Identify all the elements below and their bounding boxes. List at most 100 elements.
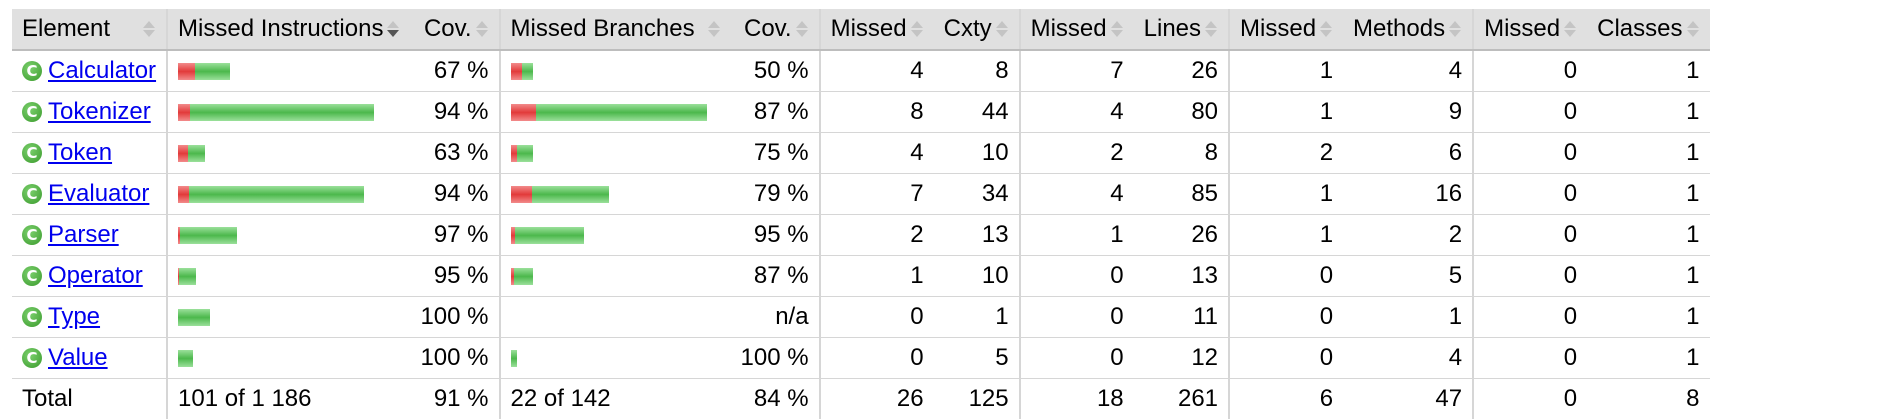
classes: 1 <box>1587 255 1710 297</box>
sort-icon <box>142 20 156 38</box>
header-lines-label: Lines <box>1143 15 1202 42</box>
class-link-operator[interactable]: Operator <box>48 262 143 289</box>
class-link-parser[interactable]: Parser <box>48 221 119 248</box>
total-missed-classes: 0 <box>1472 378 1588 419</box>
missed-classes: 0 <box>1472 296 1588 338</box>
missed-methods: 0 <box>1228 296 1344 338</box>
branches-bar-cell <box>498 173 731 215</box>
instructions-missed-segment <box>178 144 189 162</box>
header-missed-branches[interactable]: Missed Branches <box>498 9 731 51</box>
class-icon: C <box>22 225 42 245</box>
coverage-table: Element Missed Instructions Cov. Missed … <box>12 9 1710 419</box>
classes: 1 <box>1587 132 1710 174</box>
lines: 26 <box>1133 50 1230 92</box>
table-body: C Calculator 67 % 50 % 4 8 7 26 1 4 0 1 C Tokenizer 94… <box>12 50 1710 379</box>
branches-coverage-bar <box>510 185 721 203</box>
instructions-coverage-bar <box>178 267 400 285</box>
total-missed-methods: 6 <box>1228 378 1344 419</box>
sort-icon <box>1563 20 1577 38</box>
branches-missed-segment <box>510 185 532 203</box>
header-instruction-cov-label: Cov. <box>423 15 472 42</box>
header-cxty[interactable]: Cxty <box>933 9 1020 51</box>
instruction-coverage: 100 % <box>410 296 500 338</box>
instructions-bar-cell <box>166 50 411 92</box>
header-missed-methods-label: Missed <box>1240 15 1317 42</box>
total-branches: 22 of 142 <box>498 378 731 419</box>
class-icon: C <box>22 266 42 286</box>
sort-icon <box>707 20 721 38</box>
class-link-tokenizer[interactable]: Tokenizer <box>48 98 151 125</box>
instruction-coverage: 100 % <box>410 337 500 379</box>
missed-methods: 0 <box>1228 337 1344 379</box>
branch-coverage: 75 % <box>730 132 820 174</box>
lines: 13 <box>1133 255 1230 297</box>
total-lines: 261 <box>1177 385 1219 412</box>
header-branch-cov-label: Cov. <box>744 15 792 42</box>
methods: 1 <box>1343 296 1474 338</box>
header-methods[interactable]: Methods <box>1343 9 1474 51</box>
table-row: C Operator 95 % 87 % 1 10 0 13 0 5 0 1 <box>12 255 1710 297</box>
header-lines[interactable]: Lines <box>1133 9 1230 51</box>
instructions-bar-cell <box>166 132 411 174</box>
total-missed-lines: 18 <box>1018 378 1134 419</box>
header-missed-methods[interactable]: Missed <box>1228 9 1344 51</box>
missed-classes: 0 <box>1472 337 1588 379</box>
total-methods: 47 <box>1435 385 1463 412</box>
header-missed-instructions-label: Missed Instructions <box>178 15 384 42</box>
branches-coverage-bar <box>510 103 721 121</box>
missed-cxty: 7 <box>818 173 934 215</box>
header-missed-instructions[interactable]: Missed Instructions <box>166 9 411 51</box>
table-row: C Value 100 % 100 % 0 5 0 12 0 4 0 1 <box>12 337 1710 379</box>
missed-lines: 2 <box>1018 132 1134 174</box>
instructions-covered-segment <box>188 144 206 162</box>
header-row: Element Missed Instructions Cov. Missed … <box>12 9 1710 51</box>
header-classes[interactable]: Classes <box>1587 9 1710 51</box>
cxty: 1 <box>933 296 1020 338</box>
branch-coverage: n/a <box>730 296 820 338</box>
header-missed-lines[interactable]: Missed <box>1018 9 1134 51</box>
instructions-covered-segment <box>178 308 211 326</box>
header-missed-classes[interactable]: Missed <box>1472 9 1588 51</box>
lines: 12 <box>1133 337 1230 379</box>
sort-desc-icon <box>386 20 400 38</box>
class-icon: C <box>22 184 42 204</box>
table-header: Element Missed Instructions Cov. Missed … <box>12 9 1710 51</box>
instructions-covered-segment <box>190 103 375 121</box>
total-instructions: 101 of 1 186 <box>166 378 411 419</box>
header-missed-cxty[interactable]: Missed <box>818 9 934 51</box>
element-cell: C Evaluator <box>12 173 168 215</box>
instructions-missed-segment <box>178 185 190 203</box>
table-row: C Type 100 % n/a 0 1 0 11 0 1 0 1 <box>12 296 1710 338</box>
class-entry: C Tokenizer <box>22 98 156 126</box>
branches-bar-cell <box>498 255 731 297</box>
header-instruction-cov[interactable]: Cov. <box>410 9 500 51</box>
header-missed-lines-label: Missed <box>1030 15 1107 42</box>
classes: 1 <box>1587 214 1710 256</box>
header-element[interactable]: Element <box>12 9 168 51</box>
branches-missed-segment <box>510 267 514 285</box>
header-branch-cov[interactable]: Cov. <box>730 9 820 51</box>
branches-coverage-bar <box>510 349 721 367</box>
class-link-evaluator[interactable]: Evaluator <box>48 180 150 207</box>
class-link-calculator[interactable]: Calculator <box>48 57 157 84</box>
class-entry: C Evaluator <box>22 180 156 208</box>
class-icon: C <box>22 348 42 368</box>
class-link-token[interactable]: Token <box>48 139 113 166</box>
branches-coverage-bar <box>510 267 721 285</box>
class-icon: C <box>22 143 42 163</box>
element-cell: C Tokenizer <box>12 91 168 133</box>
branches-coverage-bar <box>510 226 721 244</box>
class-link-value[interactable]: Value <box>48 344 108 371</box>
missed-methods: 2 <box>1228 132 1344 174</box>
instructions-bar-cell <box>166 255 411 297</box>
branches-bar-cell <box>498 50 731 92</box>
header-element-label: Element <box>22 15 111 42</box>
classes: 1 <box>1587 173 1710 215</box>
missed-cxty: 8 <box>818 91 934 133</box>
element-cell: C Token <box>12 132 168 174</box>
instructions-bar-cell <box>166 296 411 338</box>
missed-lines: 0 <box>1018 255 1134 297</box>
class-entry: C Token <box>22 139 156 167</box>
class-link-type[interactable]: Type <box>48 303 101 330</box>
sort-icon <box>1686 20 1700 38</box>
